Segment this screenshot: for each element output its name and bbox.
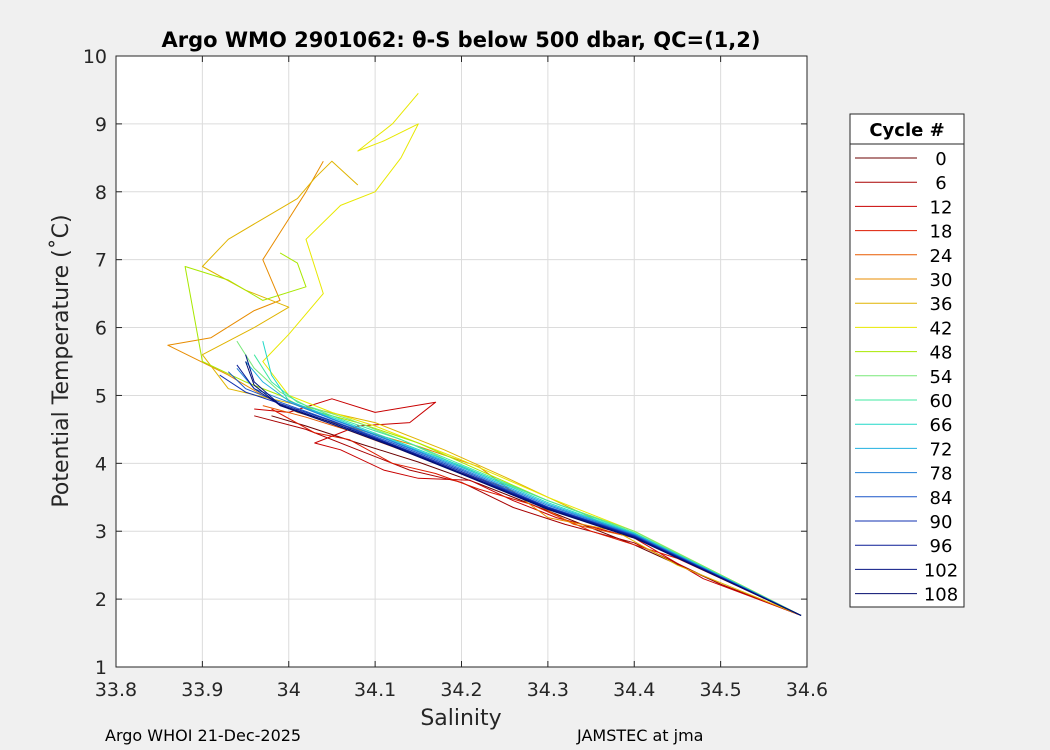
legend-label: 12 bbox=[930, 197, 953, 218]
x-tick-labels: 33.8 33.9 34 34.1 34.2 34.3 34.4 34.5 34.6 bbox=[95, 679, 828, 701]
x-tick-label: 33.8 bbox=[95, 679, 137, 701]
series-line-cycle-36 bbox=[201, 160, 802, 616]
y-tick-labels: 1 2 3 4 5 6 7 8 9 10 bbox=[83, 46, 107, 679]
legend-label: 60 bbox=[930, 391, 953, 412]
x-tick-label: 34.3 bbox=[527, 679, 569, 701]
series-line-cycle-78 bbox=[236, 367, 802, 616]
legend-label: 72 bbox=[930, 439, 953, 460]
series-line-cycle-54 bbox=[236, 340, 802, 616]
legend-label: 6 bbox=[935, 173, 946, 194]
series-layer bbox=[167, 92, 802, 616]
legend-label: 96 bbox=[930, 536, 953, 557]
series-line-cycle-108 bbox=[245, 361, 802, 616]
legend: Cycle # 0 6 12 18 24 30 36 42 48 54 60 66 72 78 84 90 96… bbox=[849, 113, 965, 608]
x-tick-label: 34.4 bbox=[613, 679, 655, 701]
series-line-cycle-102 bbox=[245, 354, 802, 616]
legend-label: 108 bbox=[924, 585, 958, 606]
legend-label: 48 bbox=[930, 343, 953, 364]
x-tick-label: 34.1 bbox=[354, 679, 396, 701]
y-tick-label: 10 bbox=[83, 46, 107, 68]
series-line-cycle-90 bbox=[219, 374, 802, 616]
series-line-cycle-66 bbox=[262, 340, 802, 616]
legend-label: 54 bbox=[930, 367, 953, 388]
y-tick-label: 9 bbox=[95, 114, 107, 136]
footer-right: JAMSTEC at jma bbox=[576, 726, 703, 745]
legend-label: 18 bbox=[930, 222, 953, 243]
legend-label: 36 bbox=[930, 294, 953, 315]
legend-label: 42 bbox=[930, 318, 953, 339]
tick-marks bbox=[115, 55, 808, 668]
x-tick-label: 33.9 bbox=[181, 679, 223, 701]
series-line-cycle-48 bbox=[184, 252, 802, 616]
footer-left: Argo WHOI 21-Dec-2025 bbox=[105, 726, 301, 745]
legend-title: Cycle # bbox=[869, 120, 944, 141]
y-tick-label: 7 bbox=[95, 250, 107, 272]
series-line-cycle-96 bbox=[236, 364, 802, 616]
y-tick-label: 4 bbox=[95, 453, 107, 475]
legend-label: 102 bbox=[924, 560, 958, 581]
x-tick-label: 34 bbox=[277, 679, 301, 701]
chart-title: Argo WMO 2901062: θ-S below 500 dbar, QC… bbox=[162, 28, 761, 52]
series-line-cycle-42 bbox=[262, 92, 802, 616]
legend-label: 78 bbox=[930, 464, 953, 485]
y-tick-label: 3 bbox=[95, 521, 107, 543]
legend-items: 0 6 12 18 24 30 36 42 48 54 60 66 72 78 84 90 96 102 108 bbox=[855, 149, 958, 606]
x-axis-label: Salinity bbox=[420, 706, 501, 731]
y-tick-label: 8 bbox=[95, 182, 107, 204]
x-tick-label: 34.5 bbox=[699, 679, 741, 701]
legend-label: 84 bbox=[930, 488, 953, 509]
legend-label: 0 bbox=[935, 149, 946, 170]
y-tick-label: 6 bbox=[95, 318, 107, 340]
legend-box bbox=[849, 113, 965, 608]
x-tick-label: 34.2 bbox=[440, 679, 482, 701]
series-line-cycle-18 bbox=[271, 408, 802, 616]
legend-label: 66 bbox=[930, 415, 953, 436]
y-axis-label: Potential Temperature (˚C) bbox=[49, 214, 74, 507]
y-tick-label: 1 bbox=[95, 657, 107, 679]
legend-label: 90 bbox=[930, 512, 953, 533]
legend-label: 24 bbox=[930, 246, 953, 267]
series-line-cycle-72 bbox=[245, 361, 802, 616]
legend-label: 30 bbox=[930, 270, 953, 291]
y-tick-label: 2 bbox=[95, 589, 107, 611]
series-line-cycle-84 bbox=[227, 371, 802, 616]
x-tick-label: 34.6 bbox=[786, 679, 828, 701]
y-tick-label: 5 bbox=[95, 385, 107, 407]
